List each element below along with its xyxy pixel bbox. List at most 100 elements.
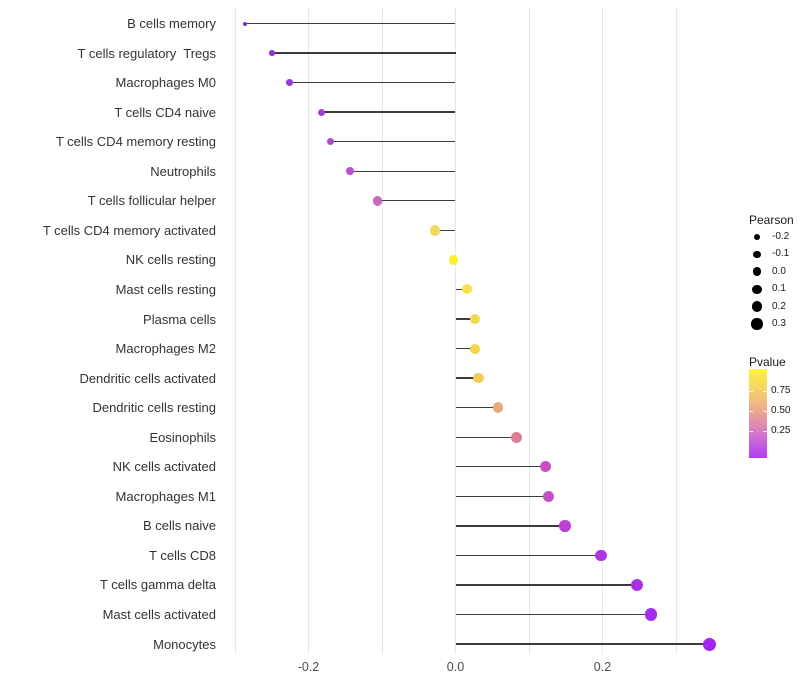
gridline (602, 8, 603, 654)
lollipop-dot (269, 50, 275, 56)
category-label: T cells CD8 (149, 547, 216, 563)
lollipop-stem (455, 466, 546, 468)
category-label: T cells gamma delta (99, 577, 216, 593)
lollipop-stem (455, 525, 565, 527)
legend-size-label: -0.2 (772, 231, 790, 242)
gridline (675, 8, 677, 654)
lollipop-stem (455, 406, 499, 409)
category-label: Mast cells activated (102, 607, 216, 622)
lollipop-stem (455, 584, 638, 586)
lollipop-dot (702, 637, 716, 651)
legend-size-label: 0.3 (772, 318, 786, 329)
colorbar-tick (763, 411, 767, 412)
category-label: Plasma cells (143, 311, 216, 327)
lollipop-dot (448, 255, 459, 265)
legend-size-dot (751, 301, 763, 312)
legend-size-dot (752, 284, 762, 294)
colorbar-tick (749, 391, 753, 392)
lollipop-dot (469, 314, 480, 324)
lollipop-dot (372, 196, 383, 206)
lollipop-dot (492, 402, 504, 413)
lollipop-stem (455, 318, 475, 320)
lollipop-dot (539, 461, 551, 473)
category-label: Dendritic cells resting (92, 400, 216, 416)
lollipop-stem (245, 22, 456, 25)
colorbar-label: 0.75 (771, 385, 791, 396)
lollipop-stem (455, 377, 479, 379)
lollipop-dot (462, 284, 473, 295)
category-label: T cells CD4 naive (114, 104, 216, 120)
category-label: T cells follicular helper (87, 193, 216, 209)
colorbar-tick (763, 391, 767, 392)
x-tick-label: 0.2 (593, 660, 612, 674)
lollipop-stem (455, 554, 602, 557)
lollipop-stem (455, 288, 468, 291)
lollipop-dot (470, 343, 481, 354)
lollipop-dot (631, 578, 644, 591)
lollipop-dot (326, 137, 335, 146)
legend-size-label: 0.1 (772, 283, 786, 295)
legend-pearson: Pearson -0.2 -0.1 0.0 0.1 0.2 0.3 (740, 207, 800, 337)
category-label: Eosinophils (149, 429, 217, 445)
lollipop-dot (318, 108, 326, 116)
colorbar-tick (749, 411, 753, 412)
lollipop-stem (289, 81, 456, 84)
lollipop-stem (321, 111, 456, 113)
lollipop-dot (473, 372, 484, 384)
gridline (308, 8, 309, 654)
legend-pvalue: Pvalue 0.75 0.50 0.25 (740, 349, 800, 464)
legend-pvalue-title: Pvalue (749, 355, 786, 369)
category-label: Macrophages M2 (115, 341, 216, 357)
lollipop-stem (271, 52, 456, 54)
colorbar-label: 0.25 (771, 425, 791, 436)
lollipop-stem (434, 229, 456, 232)
legend-size-dot (753, 250, 761, 259)
category-label: B cells memory (127, 16, 216, 31)
lollipop-dot (243, 21, 248, 26)
lollipop-stem (455, 347, 476, 350)
category-label: Mast cells resting (115, 281, 216, 297)
x-tick-label: 0.0 (446, 660, 465, 674)
gridline (234, 8, 236, 654)
lollipop-dot (346, 167, 355, 176)
colorbar-tick (763, 431, 767, 432)
x-tick-label: -0.2 (297, 660, 320, 674)
lollipop-dot (559, 520, 571, 532)
category-label: Neutrophils (150, 163, 216, 179)
category-label: T cells CD4 memory activated (42, 222, 216, 238)
legend-size-dot (752, 267, 762, 277)
category-label: NK cells resting (125, 252, 216, 268)
category-label: B cells naive (143, 518, 216, 534)
lollipop-stem (455, 613, 651, 616)
colorbar-tick (749, 431, 753, 432)
category-label: T cells regulatory Tregs (77, 45, 216, 61)
lollipop-dot (595, 549, 607, 562)
legend-size-label: 0.0 (772, 265, 786, 277)
category-label: Macrophages M0 (115, 75, 216, 91)
category-label: Monocytes (153, 636, 216, 652)
colorbar-label: 0.50 (771, 405, 791, 416)
category-label: T cells CD4 memory resting (55, 134, 216, 150)
gridline (381, 8, 383, 654)
lollipop-dot (429, 225, 441, 236)
lollipop-dot (286, 79, 293, 86)
lollipop-dot (543, 490, 555, 502)
legend-size-label: -0.1 (772, 248, 790, 260)
legend-size-dot (754, 234, 760, 240)
category-label: NK cells activated (112, 459, 216, 475)
gridline (528, 8, 530, 654)
legend-size-label: 0.2 (772, 300, 786, 312)
lollipop-stem (350, 170, 456, 172)
category-label: Dendritic cells activated (79, 370, 216, 386)
lollipop-stem (455, 495, 549, 497)
category-label: Macrophages M1 (115, 488, 216, 504)
lollipop-stem (330, 141, 456, 143)
legend-pearson-title: Pearson (749, 213, 794, 227)
lollipop-stem (377, 200, 456, 202)
lollipop-stem (455, 436, 517, 438)
gridline (455, 8, 456, 654)
lollipop-dot (644, 608, 658, 621)
lollipop-dot (511, 431, 522, 443)
pvalue-colorbar (749, 369, 767, 458)
